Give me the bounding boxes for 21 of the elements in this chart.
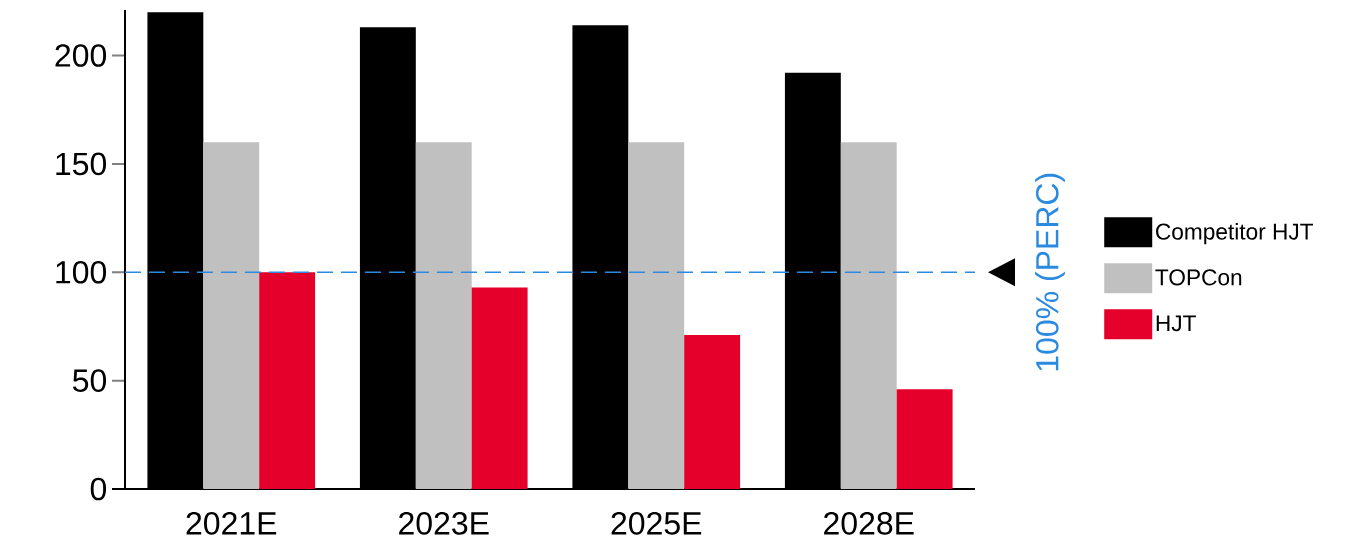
y-tick-label: 150 bbox=[56, 152, 107, 176]
bar bbox=[259, 272, 316, 489]
bar bbox=[896, 389, 953, 489]
bar bbox=[840, 142, 897, 489]
bar bbox=[684, 335, 741, 489]
ref-line-label: 100% (PERC) bbox=[1035, 173, 1065, 371]
y-tick-label: 0 bbox=[90, 477, 107, 501]
y-tick-label: 100 bbox=[56, 260, 107, 284]
bar bbox=[471, 287, 528, 489]
y-tick-label: 200 bbox=[55, 44, 107, 67]
x-tick-label: 2025E bbox=[611, 512, 702, 535]
bar bbox=[628, 142, 685, 489]
x-tick-label: 2023E bbox=[399, 512, 489, 535]
bar bbox=[415, 142, 472, 489]
legend-label: Competitor HJT bbox=[1156, 223, 1314, 245]
x-tick-label: 2028E bbox=[824, 512, 914, 535]
x-tick-label: 2021E bbox=[186, 512, 277, 535]
legend-label: HJT bbox=[1156, 315, 1196, 332]
legend-label: TOPCon bbox=[1155, 269, 1242, 286]
bar bbox=[203, 142, 260, 489]
y-tick-label: 50 bbox=[72, 369, 107, 392]
